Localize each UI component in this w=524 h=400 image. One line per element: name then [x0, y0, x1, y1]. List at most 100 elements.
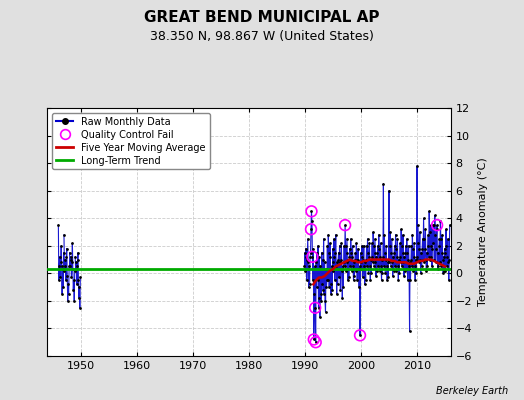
Point	[374, 263, 383, 270]
Point	[369, 229, 377, 235]
Point	[400, 273, 408, 279]
Point	[420, 259, 429, 266]
Point	[335, 242, 344, 249]
Y-axis label: Temperature Anomaly (°C): Temperature Anomaly (°C)	[477, 158, 487, 306]
Point	[54, 277, 63, 284]
Point	[431, 259, 440, 266]
Point	[353, 256, 361, 263]
Point	[311, 263, 319, 270]
Point	[376, 240, 385, 246]
Point	[71, 267, 79, 274]
Point	[388, 259, 397, 266]
Point	[407, 242, 416, 249]
Point	[311, 339, 320, 346]
Point	[445, 256, 453, 263]
Point	[56, 274, 64, 281]
Point	[356, 259, 365, 266]
Point	[354, 256, 362, 263]
Point	[58, 291, 67, 297]
Point	[307, 226, 315, 232]
Point	[412, 254, 421, 260]
Point	[427, 222, 435, 228]
Point	[391, 232, 400, 238]
Point	[363, 236, 372, 242]
Point	[422, 267, 431, 274]
Point	[357, 266, 366, 272]
Point	[69, 266, 77, 272]
Point	[305, 263, 313, 270]
Point	[373, 267, 381, 274]
Point	[341, 263, 349, 270]
Point	[358, 274, 367, 281]
Point	[315, 314, 324, 321]
Point	[363, 263, 371, 270]
Point	[439, 270, 447, 276]
Point	[389, 254, 397, 260]
Point	[56, 254, 64, 260]
Point	[358, 242, 366, 249]
Point	[408, 232, 417, 238]
Point	[366, 263, 374, 270]
Point	[302, 254, 311, 260]
Point	[341, 222, 350, 228]
Point	[66, 263, 74, 270]
Point	[360, 263, 368, 270]
Point	[392, 267, 401, 274]
Point	[384, 274, 392, 281]
Point	[421, 245, 429, 252]
Point	[67, 256, 75, 263]
Point	[416, 256, 424, 263]
Point	[393, 254, 401, 260]
Point	[433, 222, 441, 228]
Point	[406, 259, 414, 266]
Point	[421, 226, 430, 232]
Point	[310, 336, 318, 343]
Point	[70, 277, 78, 284]
Point	[71, 254, 79, 260]
Point	[381, 270, 389, 276]
Point	[433, 222, 441, 228]
Point	[76, 274, 84, 281]
Point	[336, 259, 344, 266]
Point	[394, 277, 402, 284]
Legend: Raw Monthly Data, Quality Control Fail, Five Year Moving Average, Long-Term Tren: Raw Monthly Data, Quality Control Fail, …	[52, 113, 210, 169]
Point	[361, 259, 369, 266]
Point	[351, 256, 359, 263]
Point	[381, 256, 390, 263]
Point	[427, 254, 435, 260]
Point	[402, 236, 411, 242]
Point	[308, 218, 316, 224]
Point	[423, 263, 431, 270]
Point	[398, 263, 406, 270]
Point	[375, 245, 384, 252]
Point	[340, 259, 348, 266]
Point	[436, 236, 445, 242]
Point	[384, 259, 392, 266]
Point	[365, 240, 374, 246]
Point	[57, 242, 66, 249]
Point	[371, 259, 379, 266]
Point	[402, 266, 410, 272]
Point	[347, 250, 355, 256]
Point	[319, 287, 328, 293]
Point	[345, 274, 353, 281]
Point	[324, 277, 332, 284]
Point	[441, 267, 450, 274]
Point	[419, 236, 427, 242]
Point	[362, 256, 370, 263]
Point	[346, 263, 354, 270]
Point	[362, 277, 370, 284]
Point	[302, 245, 310, 252]
Point	[345, 245, 354, 252]
Point	[359, 242, 368, 249]
Point	[445, 222, 454, 228]
Point	[364, 250, 372, 256]
Point	[356, 332, 364, 338]
Point	[420, 236, 428, 242]
Point	[315, 254, 323, 260]
Point	[385, 188, 393, 194]
Point	[69, 287, 78, 293]
Point	[366, 277, 375, 284]
Point	[350, 259, 358, 266]
Point	[335, 274, 343, 281]
